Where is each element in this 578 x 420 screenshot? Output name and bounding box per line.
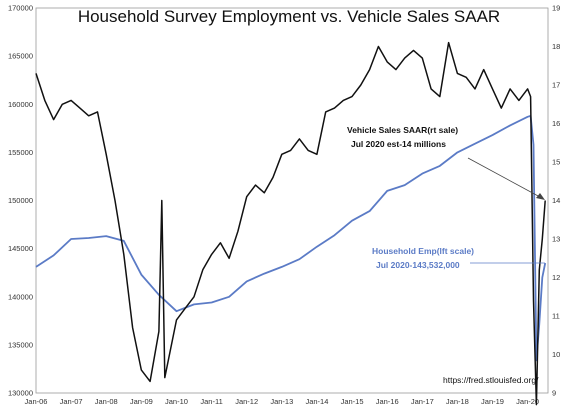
left-tick-label: 170000 (8, 4, 33, 13)
household-emp-line (35, 114, 547, 362)
right-tick-label: 9 (552, 389, 556, 398)
emp-annotation-line1: Household Emp(lft scale) (372, 246, 474, 256)
right-tick-label: 18 (552, 42, 560, 51)
vehicle-annotation-line1: Vehicle Sales SAAR(rt sale) (347, 125, 458, 135)
x-tick-label: Jan-09 (130, 397, 153, 406)
right-tick-label: 10 (552, 350, 560, 359)
x-tick-label: Jan-06 (25, 397, 48, 406)
left-tick-label: 130000 (8, 389, 33, 398)
x-axis-ticks: Jan-06 Jan-07 Jan-08 Jan-09 Jan-10 Jan-11 Jan-… (25, 397, 540, 406)
x-tick-label: Jan-11 (200, 397, 222, 406)
x-tick-label: Jan-08 (95, 397, 118, 406)
vehicle-arrow-head (536, 193, 545, 200)
x-tick-label: Jan-20 (516, 397, 539, 406)
x-tick-label: Jan-16 (376, 397, 399, 406)
left-axis-ticks: 130000 135000 140000 145000 150000 155000 1600… (8, 4, 33, 398)
series-layer (35, 41, 547, 406)
right-tick-label: 19 (552, 4, 560, 13)
left-tick-label: 165000 (8, 52, 33, 61)
left-tick-label: 145000 (8, 244, 33, 253)
x-tick-label: Jan-13 (270, 397, 293, 406)
annotations: Vehicle Sales SAAR(rt sale) Jul 2020 est… (347, 125, 545, 385)
x-tick-label: Jan-10 (165, 397, 188, 406)
x-tick-label: Jan-12 (235, 397, 258, 406)
left-tick-label: 155000 (8, 148, 33, 157)
right-tick-label: 12 (552, 273, 560, 282)
left-tick-label: 160000 (8, 100, 33, 109)
right-tick-label: 17 (552, 81, 560, 90)
x-tick-label: Jan-14 (305, 397, 328, 406)
right-tick-label: 14 (552, 196, 560, 205)
x-tick-label: Jan-18 (446, 397, 469, 406)
x-tick-label: Jan-19 (481, 397, 504, 406)
right-tick-label: 11 (552, 312, 560, 321)
x-tick-label: Jan-17 (411, 397, 434, 406)
chart-title: Household Survey Employment vs. Vehicle … (78, 7, 500, 26)
source-label: https://fred.stlouisfed.org/ (443, 375, 539, 385)
x-tick-label: Jan-07 (60, 397, 83, 406)
left-tick-label: 135000 (8, 340, 33, 349)
vehicle-arrow-line (467, 157, 541, 198)
right-tick-label: 13 (552, 235, 560, 244)
vehicle-sales-line (35, 41, 546, 406)
right-tick-label: 16 (552, 119, 560, 128)
left-tick-label: 140000 (8, 292, 33, 301)
x-tick-label: Jan-15 (341, 397, 364, 406)
emp-annotation-line2: Jul 2020-143,532,000 (376, 260, 460, 270)
right-axis-ticks: 9 10 11 12 13 14 15 16 17 18 19 (552, 4, 560, 398)
vehicle-annotation-line2: Jul 2020 est-14 millions (351, 139, 446, 149)
left-tick-label: 150000 (8, 196, 33, 205)
plot-area (35, 7, 549, 394)
right-tick-label: 15 (552, 158, 560, 167)
